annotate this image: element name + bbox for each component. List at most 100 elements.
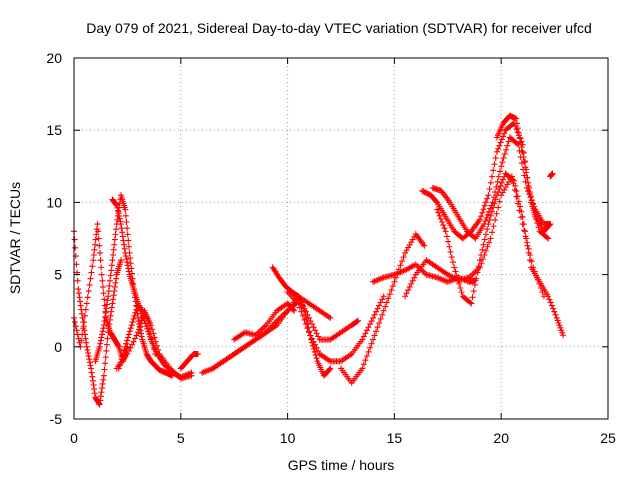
data-point: [111, 236, 118, 243]
data-point: [115, 365, 122, 372]
data-point: [107, 312, 114, 319]
data-point: [144, 320, 151, 327]
data-point: [476, 264, 483, 271]
data-point: [117, 257, 124, 264]
data-point: [492, 155, 499, 162]
data-point: [312, 327, 319, 334]
series-track-n: [338, 231, 428, 386]
series-track-j: [231, 300, 298, 343]
plot-frame: [73, 57, 609, 420]
data-point: [299, 312, 306, 319]
data-point: [504, 181, 511, 188]
data-point: [519, 213, 526, 220]
data-point: [480, 241, 487, 248]
x-tick-label: 25: [600, 430, 616, 446]
data-point: [128, 341, 135, 348]
data-point: [550, 305, 557, 312]
data-point: [549, 170, 556, 177]
data-point: [560, 332, 567, 339]
data-point: [302, 308, 309, 315]
data-point: [258, 326, 265, 333]
series-track-b: [71, 221, 131, 365]
data-point: [150, 345, 157, 352]
data-point: [89, 373, 96, 380]
data-point: [492, 189, 499, 196]
data-point: [97, 337, 104, 344]
data-point: [377, 299, 384, 306]
data-point: [147, 330, 154, 337]
data-point: [547, 299, 554, 306]
data-point: [99, 380, 106, 387]
data-point: [100, 372, 107, 379]
data-point: [362, 330, 369, 337]
data-point: [98, 264, 105, 271]
data-point: [467, 299, 474, 306]
data-point: [360, 333, 367, 340]
data-point: [482, 217, 489, 224]
data-point: [108, 304, 115, 311]
data-point: [487, 235, 494, 242]
data-point: [78, 337, 85, 344]
data-point: [290, 306, 297, 313]
data-point: [313, 344, 320, 351]
data-point: [492, 216, 499, 223]
data-point: [298, 299, 305, 306]
data-point: [363, 353, 370, 360]
data-point: [482, 199, 489, 206]
data-point: [93, 231, 100, 238]
data-point: [501, 150, 508, 157]
data-point: [498, 136, 505, 143]
data-point: [109, 257, 116, 264]
data-point: [147, 322, 154, 329]
data-point: [409, 236, 416, 243]
data-point: [451, 264, 458, 271]
data-point: [402, 293, 409, 300]
data-point: [155, 346, 162, 353]
data-point: [97, 393, 104, 400]
data-point: [111, 283, 118, 290]
y-tick-label: 5: [54, 267, 62, 283]
data-point: [299, 302, 306, 309]
data-point: [484, 243, 491, 250]
data-point: [517, 203, 524, 210]
data-point: [382, 303, 389, 310]
data-point: [405, 287, 412, 294]
data-point: [526, 257, 533, 264]
data-point: [152, 338, 159, 345]
data-point: [149, 326, 156, 333]
data-point: [74, 277, 81, 284]
data-point: [82, 335, 89, 342]
data-point: [75, 290, 82, 297]
data-point: [482, 247, 489, 254]
data-point: [143, 314, 150, 321]
y-tick-labels: -5 0 5 10 15 20: [46, 50, 62, 427]
data-point: [453, 272, 460, 279]
data-point: [521, 227, 528, 234]
data-point: [71, 319, 78, 326]
data-point: [522, 158, 529, 165]
data-point: [103, 341, 110, 348]
data-point: [518, 138, 525, 145]
data-point: [405, 244, 412, 251]
data-point: [457, 285, 464, 292]
data-point: [475, 263, 482, 270]
data-point: [440, 222, 447, 229]
data-point: [123, 256, 130, 263]
data-point: [496, 168, 503, 175]
data-point: [110, 252, 117, 259]
data-point: [121, 241, 128, 248]
data-point: [518, 208, 525, 215]
data-point: [362, 357, 369, 364]
data-point: [151, 334, 158, 341]
data-point: [478, 252, 485, 259]
data-point: [421, 242, 428, 249]
data-point: [110, 246, 117, 253]
data-point: [107, 277, 114, 284]
data-point: [500, 133, 507, 140]
data-point: [489, 173, 496, 180]
data-point: [501, 130, 508, 137]
data-point: [511, 177, 518, 184]
data-point: [310, 338, 317, 345]
data-point: [138, 330, 145, 337]
